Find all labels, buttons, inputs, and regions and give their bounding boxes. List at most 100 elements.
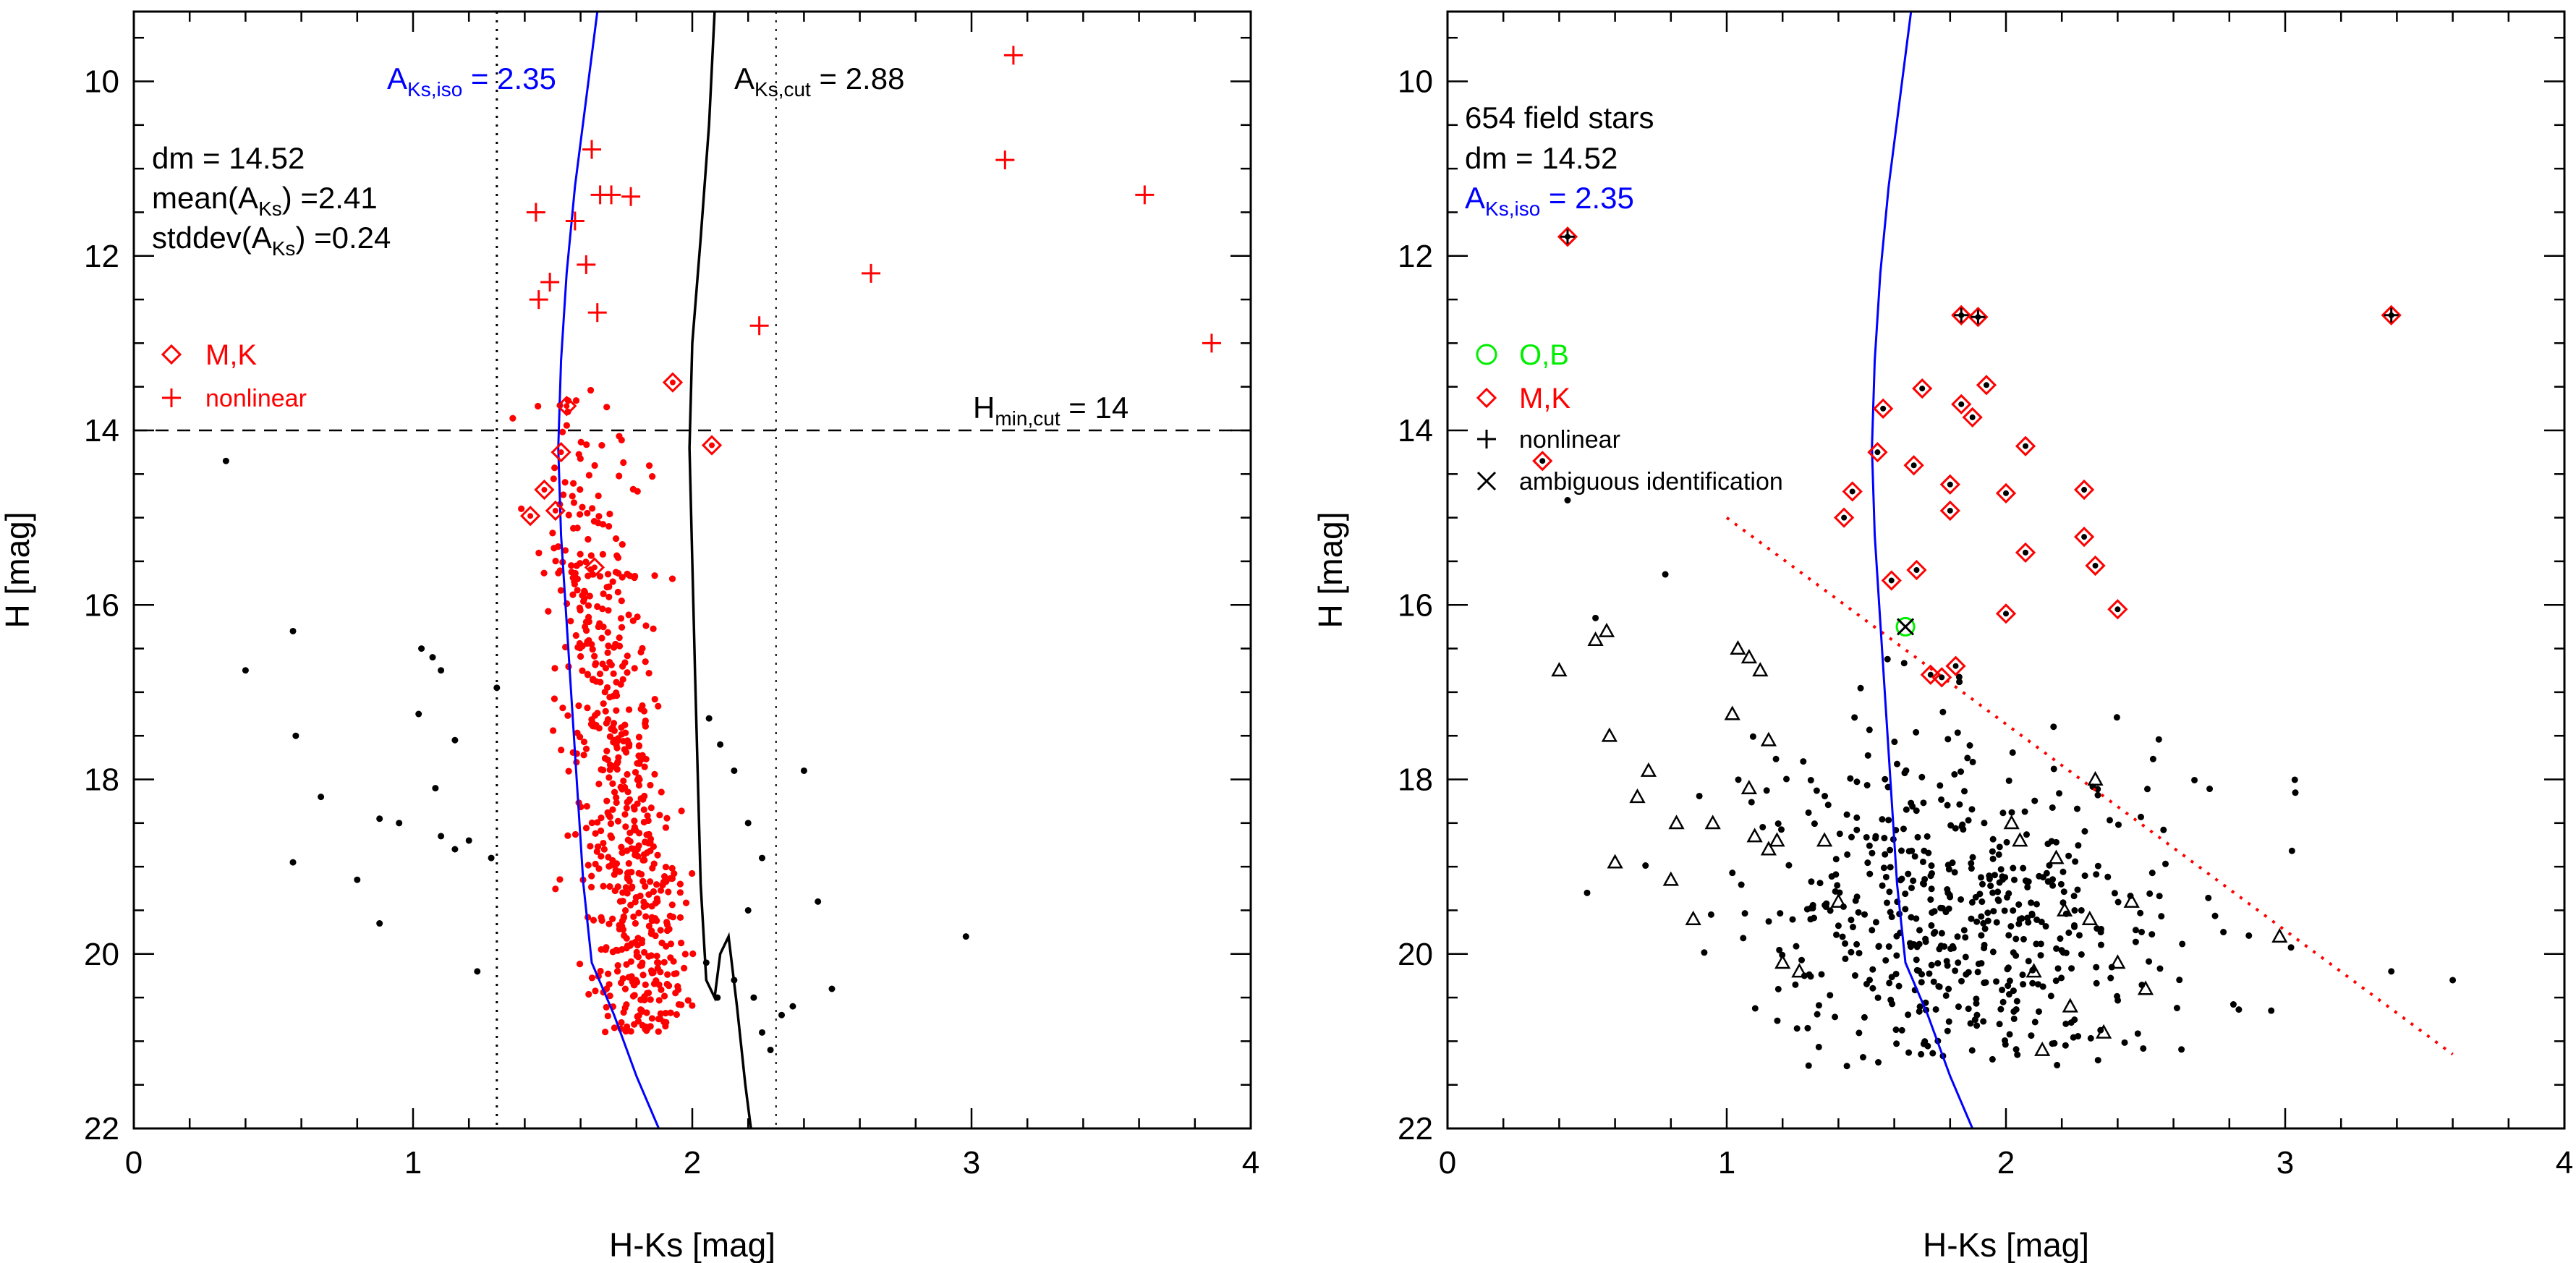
left-member-point — [551, 464, 558, 472]
right-field-point — [2292, 789, 2299, 796]
left-isochrones — [557, 11, 752, 1129]
right-field-point — [1818, 971, 1825, 978]
right-field-point — [2021, 808, 2028, 815]
left-member-point — [599, 550, 606, 558]
left-member-point — [602, 664, 610, 672]
right-field-point — [1972, 893, 1979, 901]
right-field-point — [1793, 943, 1800, 950]
left-member-point — [625, 706, 633, 713]
right-field-point — [1939, 905, 1946, 912]
right-mk-point — [1888, 577, 1895, 584]
left-member-point — [624, 890, 631, 897]
left-member-point — [588, 872, 595, 880]
right-mk-diamond — [1903, 455, 1924, 476]
left-member-point — [667, 1009, 674, 1016]
left-member-point — [540, 569, 548, 577]
right-x-axis-label: H-Ks [mag] — [1923, 1226, 2089, 1263]
right-field-cloud — [1564, 497, 2457, 1070]
right-triangle-point — [1830, 893, 1847, 908]
left-member-point — [624, 799, 631, 806]
right-y-tick-label: 14 — [1398, 413, 1433, 448]
right-field-point — [1833, 931, 1840, 938]
right-field-point — [1982, 979, 1989, 986]
right-field-point — [2010, 907, 2017, 914]
left-member-point — [634, 613, 641, 621]
left-member-point — [608, 834, 616, 841]
left-member-point — [615, 754, 622, 761]
right-field-point — [1968, 898, 1976, 906]
left-field-point — [415, 710, 422, 718]
left-member-point — [605, 522, 613, 530]
right-triangle-point — [1587, 631, 1604, 646]
left-member-point — [582, 558, 590, 566]
left-member-point — [639, 971, 647, 979]
left-field-point — [376, 815, 383, 822]
right-isochrone — [1871, 11, 1974, 1129]
left-member-point — [623, 804, 630, 812]
left-member-point — [627, 901, 634, 909]
right-field-point — [2094, 786, 2101, 793]
right-field-point — [2001, 907, 2008, 914]
right-field-point — [1944, 886, 1951, 893]
right-field-point — [1869, 849, 1876, 856]
left-member-point — [613, 765, 621, 773]
left-mk-diamond — [534, 479, 555, 501]
right-mk-point — [1947, 481, 1953, 488]
right-field-point — [1848, 917, 1855, 924]
right-field-point — [1993, 978, 2000, 985]
left-member-point — [640, 707, 648, 715]
left-member-point — [633, 948, 640, 956]
right-field-point — [2062, 1042, 2069, 1049]
left-member-point — [574, 587, 581, 594]
left-member-point — [590, 676, 597, 683]
left-member-point — [571, 569, 579, 577]
right-field-point — [2173, 1005, 2180, 1012]
right-triangle-point — [2123, 893, 2140, 908]
right-field-point — [1842, 955, 1849, 962]
left-member-point — [642, 883, 649, 890]
right-field-point — [2093, 964, 2100, 971]
left-member-point — [623, 1001, 630, 1008]
left-member-point — [681, 951, 689, 958]
left-member-point — [645, 670, 652, 677]
right-ob-circle — [1895, 616, 1916, 637]
right-field-point — [2006, 977, 2013, 985]
left-mk-point — [564, 403, 570, 409]
right-triangle-point — [2062, 998, 2078, 1013]
right-mk-point — [1983, 382, 1989, 388]
right-field-point — [1853, 826, 1861, 833]
right-field-point — [1892, 1026, 1900, 1034]
left-field-point — [429, 654, 436, 661]
right-mk-diamond — [1945, 655, 1966, 676]
right-mk-point — [1958, 401, 1965, 407]
left-member-point — [613, 799, 620, 807]
right-field-point — [2033, 916, 2041, 923]
right-field-point — [2031, 1019, 2039, 1026]
right-field-point — [1765, 918, 1772, 925]
right-field-point — [1999, 987, 2006, 994]
left-member-point — [662, 1010, 669, 1017]
left-member-point — [616, 634, 623, 642]
right-field-point — [1887, 996, 1895, 1003]
left-member-point — [619, 574, 626, 581]
right-field-point — [2014, 1051, 2021, 1058]
left-member-point — [606, 883, 613, 890]
left-member-point — [620, 777, 627, 785]
right-field-point — [2071, 907, 2078, 914]
right-field-point — [1880, 864, 1887, 872]
right-mk-point — [2092, 562, 2099, 569]
left-member-point — [624, 570, 631, 578]
left-member-point — [635, 781, 643, 789]
right-field-point — [2057, 880, 2065, 888]
right-field-point — [1882, 957, 1890, 964]
right-field-point — [1969, 854, 1976, 861]
right-field-point — [1887, 846, 1894, 854]
left-member-point — [556, 567, 564, 574]
left-member-point — [631, 574, 638, 582]
right-field-point — [1859, 1054, 1866, 1061]
right-field-point — [1905, 1049, 1913, 1056]
left-member-point — [602, 707, 609, 715]
left-field-points — [222, 457, 969, 1053]
right-x-tick-label: 2 — [1997, 1145, 2015, 1181]
